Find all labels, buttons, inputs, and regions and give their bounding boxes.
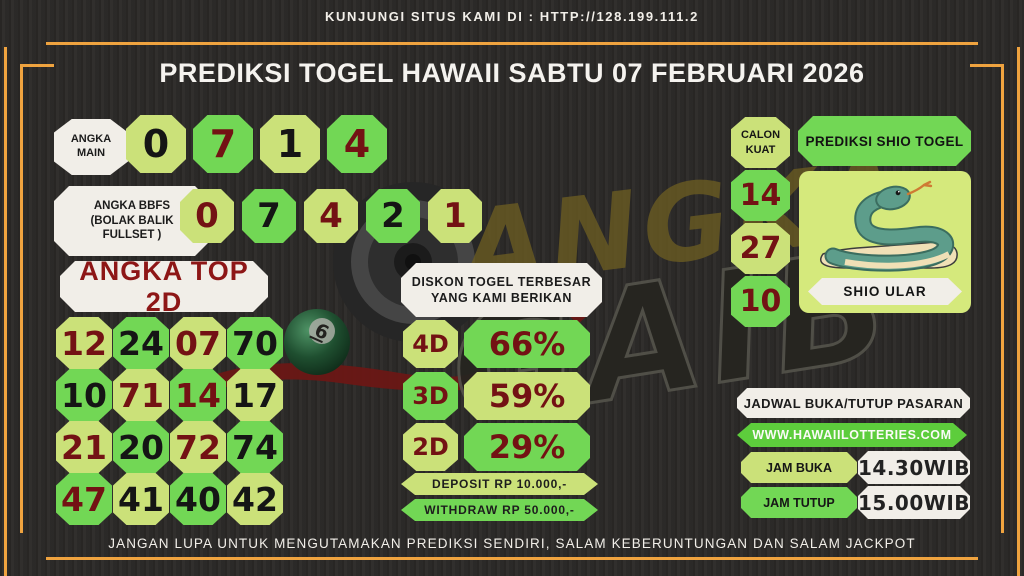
top2d-number: 20 <box>113 421 169 473</box>
angka-bbfs-label-line3: FULLSET ) <box>102 229 162 242</box>
calon-kuat-number: 27 <box>731 223 790 274</box>
diskon-3d-label: 3D <box>403 372 458 420</box>
top2d-number: 10 <box>56 369 112 421</box>
top2d-number: 70 <box>227 317 283 369</box>
top2d-number: 47 <box>56 473 112 525</box>
diskon-header-line2: YANG KAMI BERIKAN <box>431 291 572 305</box>
snake-illustration <box>820 180 958 272</box>
shio-name-banner: SHIO ULAR <box>808 278 962 305</box>
angka-bbfs-digit: 1 <box>428 189 482 243</box>
angka-main-badge: ANGKA MAIN <box>54 119 128 175</box>
calon-kuat-label-line1: CALON <box>740 129 781 142</box>
angka-bbfs-digit: 7 <box>242 189 296 243</box>
top2d-number: 42 <box>227 473 283 525</box>
diskon-4d-label: 4D <box>403 320 458 368</box>
frame-left-inner-dash <box>20 64 54 67</box>
jam-buka-label: JAM BUKA <box>741 452 857 483</box>
diskon-2d-value: 29% <box>464 423 590 471</box>
angka-main-label-line1: ANGKA <box>70 133 112 146</box>
top2d-number: 41 <box>113 473 169 525</box>
diskon-3d-value: 59% <box>464 372 590 420</box>
site-url-banner[interactable]: KUNJUNGI SITUS KAMI DI : HTTP://128.199.… <box>325 9 699 24</box>
withdraw-info-band: WITHDRAW RP 50.000,- <box>401 499 598 521</box>
jam-buka-value: 14.30WIB <box>858 451 970 484</box>
calon-kuat-badge: CALON KUAT <box>731 117 790 168</box>
top2d-number: 17 <box>227 369 283 421</box>
angka-main-digits: 0 7 1 4 <box>126 115 387 173</box>
top2d-number: 24 <box>113 317 169 369</box>
diskon-4d-value: 66% <box>464 320 590 368</box>
jadwal-header: JADWAL BUKA/TUTUP PASARAN <box>737 388 970 418</box>
angka-bbfs-digit: 4 <box>304 189 358 243</box>
diskon-2d-label: 2D <box>403 423 458 471</box>
frame-right-outer-line <box>1017 47 1020 576</box>
top2d-number: 40 <box>170 473 226 525</box>
top2d-number: 12 <box>56 317 112 369</box>
top2d-number: 71 <box>113 369 169 421</box>
angka-top-2d-grid: 12 24 07 70 10 71 14 17 21 20 72 74 47 4… <box>56 317 283 525</box>
angka-bbfs-label-line1: ANGKA BBFS <box>93 199 171 212</box>
calon-kuat-number: 14 <box>731 170 790 221</box>
footer-message: JANGAN LUPA UNTUK MENGUTAMAKAN PREDIKSI … <box>108 536 916 551</box>
page-title: PREDIKSI TOGEL HAWAII SABTU 07 FEBRUARI … <box>159 58 865 88</box>
top2d-number: 14 <box>170 369 226 421</box>
shio-panel: SHIO ULAR <box>799 171 971 313</box>
angka-main-label-line2: MAIN <box>76 147 106 159</box>
deposit-info-band: DEPOSIT RP 10.000,- <box>401 473 598 495</box>
calon-kuat-label-line2: KUAT <box>745 143 776 156</box>
frame-right-inner-line <box>1001 64 1004 533</box>
angka-bbfs-digits: 0 7 4 2 1 <box>180 189 482 243</box>
top2d-number: 72 <box>170 421 226 473</box>
jam-tutup-label: JAM TUTUP <box>741 487 857 518</box>
angka-main-digit: 1 <box>260 115 320 173</box>
frame-bottom-line <box>46 557 978 560</box>
frame-left-outer-line <box>4 47 7 576</box>
diskon-header-line1: DISKON TOGEL TERBESAR <box>411 274 592 289</box>
calon-kuat-number: 10 <box>731 276 790 327</box>
jam-tutup-value: 15.00WIB <box>858 486 970 519</box>
shio-header: PREDIKSI SHIO TOGEL <box>798 116 971 166</box>
frame-top-line <box>46 42 978 45</box>
angka-main-digit: 4 <box>327 115 387 173</box>
top2d-number: 07 <box>170 317 226 369</box>
angka-bbfs-digit: 2 <box>366 189 420 243</box>
angka-bbfs-digit: 0 <box>180 189 234 243</box>
angka-main-digit: 0 <box>126 115 186 173</box>
top2d-number: 21 <box>56 421 112 473</box>
website-link-band[interactable]: WWW.HAWAIILOTTERIES.COM <box>737 423 967 447</box>
angka-bbfs-label-line2: (BOLAK BALIK <box>90 214 174 227</box>
angka-main-digit: 7 <box>193 115 253 173</box>
frame-right-inner-dash <box>970 64 1004 67</box>
top2d-number: 74 <box>227 421 283 473</box>
frame-left-inner-line <box>20 64 23 533</box>
diskon-header-badge: DISKON TOGEL TERBESAR YANG KAMI BERIKAN <box>401 263 602 317</box>
angka-top-2d-badge: ANGKA TOP 2D <box>60 261 268 312</box>
